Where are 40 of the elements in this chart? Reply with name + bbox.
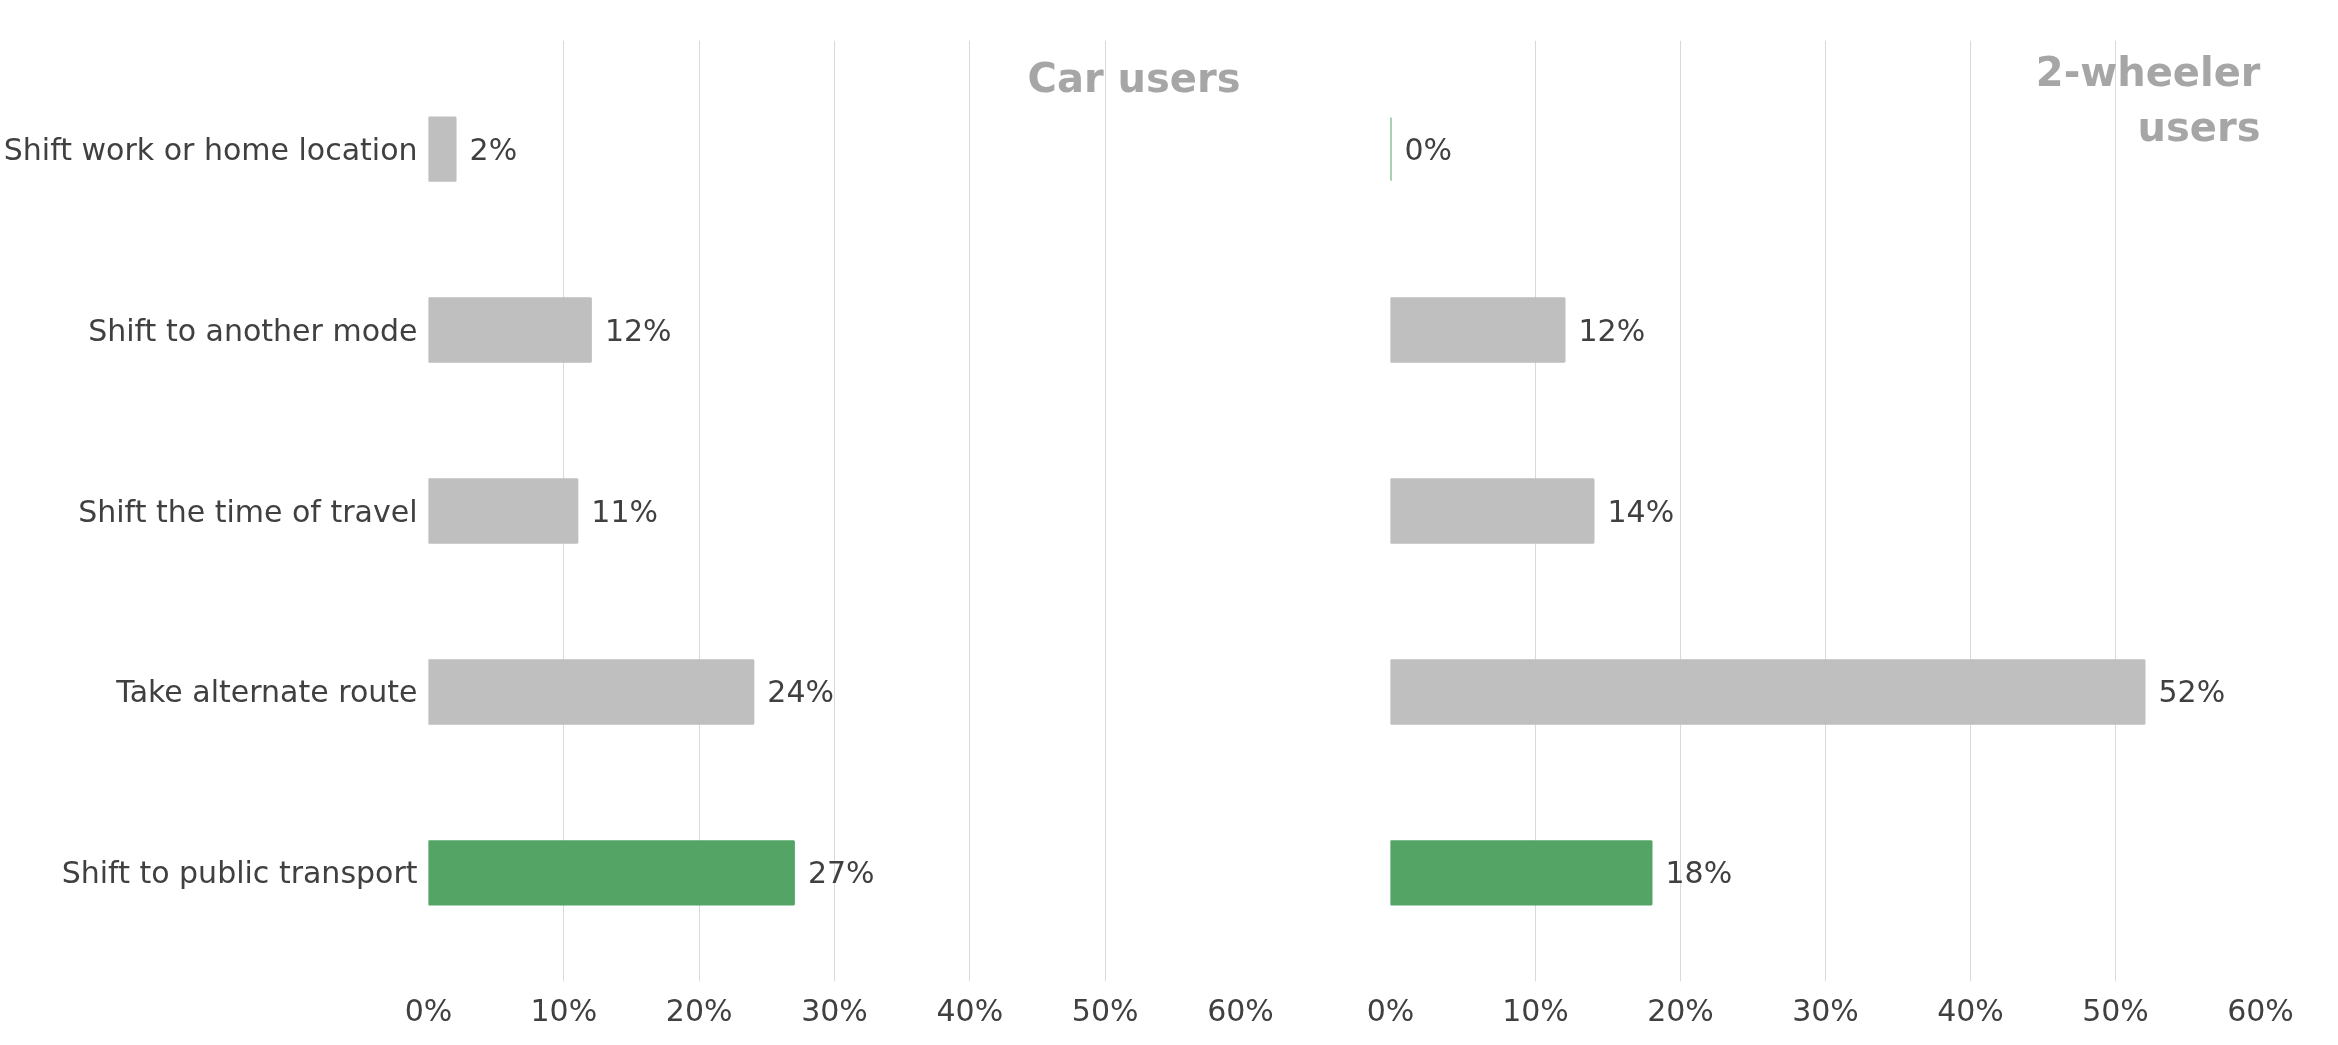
y-tick-label: Take alternate route bbox=[115, 674, 418, 710]
x-tick-label: 20% bbox=[665, 992, 733, 1028]
data-label: 0% bbox=[1404, 131, 1453, 167]
data-label: 2% bbox=[469, 131, 518, 167]
data-label: 24% bbox=[767, 674, 834, 710]
y-tick-label: Shift to another mode bbox=[88, 312, 418, 348]
data-label: 14% bbox=[1607, 493, 1675, 529]
x-tick-label: 10% bbox=[1502, 992, 1569, 1028]
bar bbox=[428, 659, 755, 725]
data-label: 12% bbox=[604, 312, 672, 348]
x-tick-label: 50% bbox=[1071, 992, 1139, 1028]
x-tick-label: 60% bbox=[2227, 992, 2294, 1028]
chart-title: Car users bbox=[1027, 54, 1241, 101]
x-tick-label: 60% bbox=[1207, 992, 1274, 1028]
data-label: 27% bbox=[807, 855, 875, 891]
bar bbox=[428, 840, 795, 906]
text: 2-wheeler users bbox=[2035, 49, 2261, 151]
y-tick-label: Shift to public transport bbox=[61, 855, 418, 891]
bar bbox=[428, 116, 457, 182]
x-tick-label: 40% bbox=[1937, 992, 2004, 1028]
x-tick-label: 10% bbox=[530, 992, 598, 1028]
data-label: 11% bbox=[591, 493, 659, 529]
data-label: 52% bbox=[2158, 674, 2226, 710]
x-tick-label: 30% bbox=[1792, 992, 1859, 1028]
x-tick-label: 40% bbox=[936, 992, 1004, 1028]
bar bbox=[1390, 840, 1653, 906]
bar bbox=[428, 297, 592, 363]
bar bbox=[1390, 478, 1595, 544]
data-label: 18% bbox=[1665, 855, 1733, 891]
x-tick-label: 50% bbox=[2082, 992, 2149, 1028]
x-tick-label: 0% bbox=[404, 992, 453, 1028]
bar bbox=[428, 478, 579, 544]
y-tick-label: Shift the time of travel bbox=[78, 493, 418, 529]
data-label: 12% bbox=[1578, 312, 1646, 348]
x-tick-label: 20% bbox=[1647, 992, 1714, 1028]
y-tick-label: Shift work or home location bbox=[3, 131, 418, 167]
x-tick-label: 0% bbox=[1366, 992, 1415, 1028]
bar bbox=[1390, 659, 2146, 725]
bar bbox=[1390, 297, 1566, 363]
x-tick-label: 30% bbox=[801, 992, 868, 1028]
